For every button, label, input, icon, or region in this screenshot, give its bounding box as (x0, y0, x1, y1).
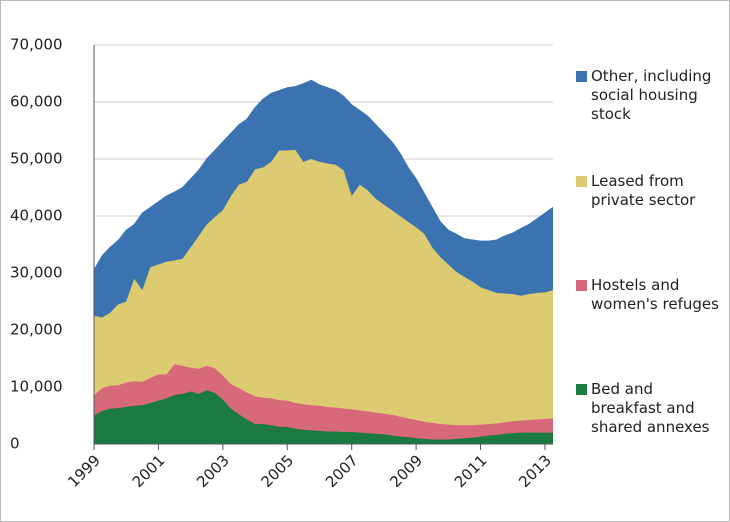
legend-swatch (576, 71, 587, 82)
legend-label: Bed and breakfast and shared annexes (591, 380, 710, 436)
y-tick-label: 30,000 (10, 264, 63, 282)
y-tick-label: 20,000 (10, 321, 63, 339)
legend-label: Other, including social housing stock (591, 67, 712, 123)
legend-label: Leased from private sector (591, 172, 696, 209)
y-tick-label: 0 (10, 435, 20, 453)
legend-swatch (576, 176, 587, 187)
y-tick-label: 50,000 (10, 150, 63, 168)
y-tick-label: 60,000 (10, 93, 63, 111)
area-fill (94, 390, 553, 444)
area-edge (93, 79, 554, 271)
y-tick-label: 70,000 (10, 36, 63, 54)
y-tick-label: 10,000 (10, 378, 63, 396)
legend-swatch (576, 384, 587, 395)
legend-label: Hostels and women's refuges (591, 276, 719, 313)
legend-swatch (576, 280, 587, 291)
y-tick-label: 40,000 (10, 207, 63, 225)
area-fill (94, 364, 553, 440)
area-fill (94, 149, 553, 426)
area-fill (94, 80, 553, 318)
